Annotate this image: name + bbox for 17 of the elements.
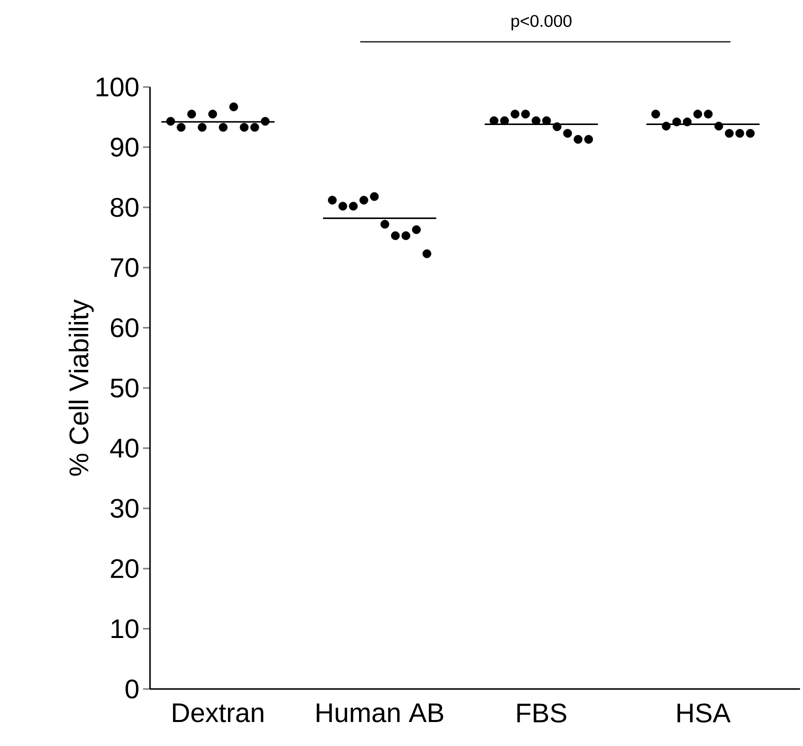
y-tick-label: 30 [110,498,138,518]
x-tick-label: FBS [517,704,566,723]
y-tick-label: 60 [110,318,138,338]
x-tick-label: HSA [678,704,731,723]
y-tick-label: 90 [110,138,138,157]
y-tick-label: 80 [110,198,138,217]
y-tick-label: 100 [96,77,138,97]
x-tick-label: Dextran [173,703,264,722]
y-tick-label: 10 [112,619,138,638]
y-tick-label: 40 [110,438,138,458]
y-tick-label: 20 [110,559,138,578]
x-tick-label: Human AB [316,703,444,722]
y-tick-label: 70 [110,258,138,278]
text: p<0.000 [512,14,572,30]
y-tick-label: 0 [126,679,138,699]
y-axis-title: % Cell Viability [68,299,94,476]
y-tick-label: 50 [110,378,138,398]
